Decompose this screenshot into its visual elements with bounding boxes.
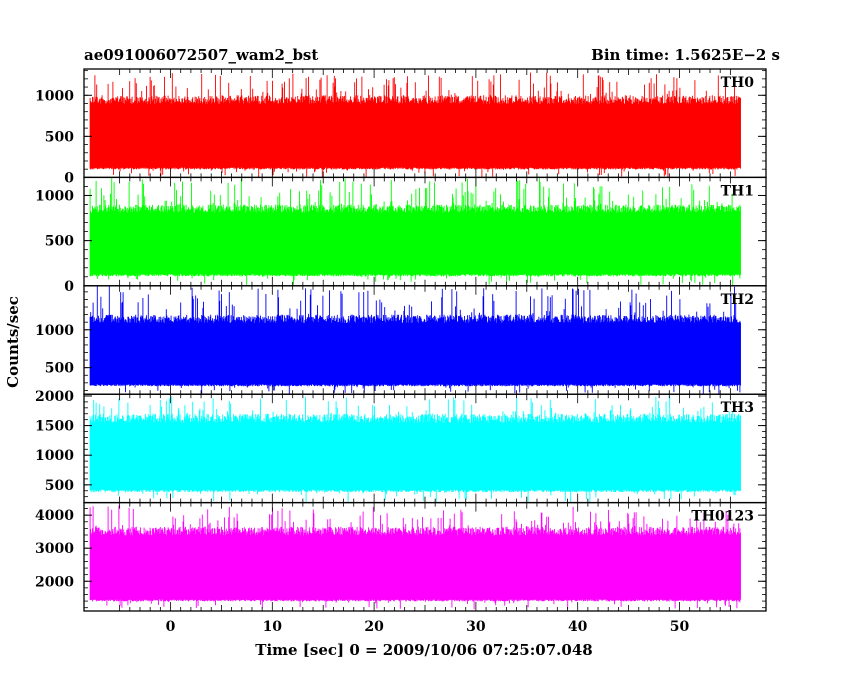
panel-th3: 500 1000 1500 2000 TH3 [35, 389, 767, 504]
panel-label: TH0 [721, 75, 755, 91]
y-tick-label: 2000 [35, 389, 74, 405]
y-tick-label: 500 [45, 234, 74, 250]
y-tick-label: 1000 [35, 448, 74, 464]
panel-label: TH1 [721, 183, 754, 199]
chart-title: ae091006072507_wam2_bst [84, 46, 318, 64]
y-tick-label: 500 [45, 361, 74, 377]
panel-label: TH2 [721, 292, 754, 308]
y-tick-label: 1000 [35, 188, 74, 204]
y-tick-label: 1000 [35, 88, 74, 104]
series-th0123 [89, 505, 741, 610]
x-tick-label: 40 [568, 619, 588, 635]
series-th2 [89, 286, 741, 394]
bin-time-label: Bin time: 1.5625E−2 s [591, 46, 780, 64]
y-tick-label: 1000 [35, 323, 74, 339]
x-tick-label: 50 [670, 619, 690, 635]
y-tick-label: 500 [45, 478, 74, 494]
panel-th2: 500 1000 TH2 [35, 285, 767, 395]
y-tick-label: 4000 [35, 508, 74, 524]
y-tick-label: 500 [45, 129, 74, 145]
x-axis-label: Time [sec] 0 = 2009/10/06 07:25:07.048 [255, 641, 592, 659]
panel-th0123: 2000 3000 4000 TH0123 [35, 501, 767, 612]
y-axis-label: Counts/sec [4, 296, 22, 388]
x-tick-label: 0 [166, 619, 176, 635]
series-th3 [89, 396, 741, 503]
y-tick-label: 3000 [35, 541, 74, 557]
y-tick-label: 2000 [35, 574, 74, 590]
panel-th0: 0 500 1000 TH0 [35, 68, 767, 186]
panel-label: TH3 [721, 400, 754, 416]
series-th0 [89, 72, 741, 178]
panel-th1: 0 500 1000 TH1 [35, 176, 767, 295]
y-tick-label: 0 [64, 279, 74, 295]
x-tick-label: 10 [263, 619, 283, 635]
y-tick-label: 1500 [35, 419, 74, 435]
x-tick-label: 20 [364, 619, 384, 635]
x-tick-label: 30 [466, 619, 486, 635]
panel-label: TH0123 [691, 509, 754, 525]
series-th1 [89, 177, 741, 286]
y-tick-label: 0 [64, 170, 74, 186]
